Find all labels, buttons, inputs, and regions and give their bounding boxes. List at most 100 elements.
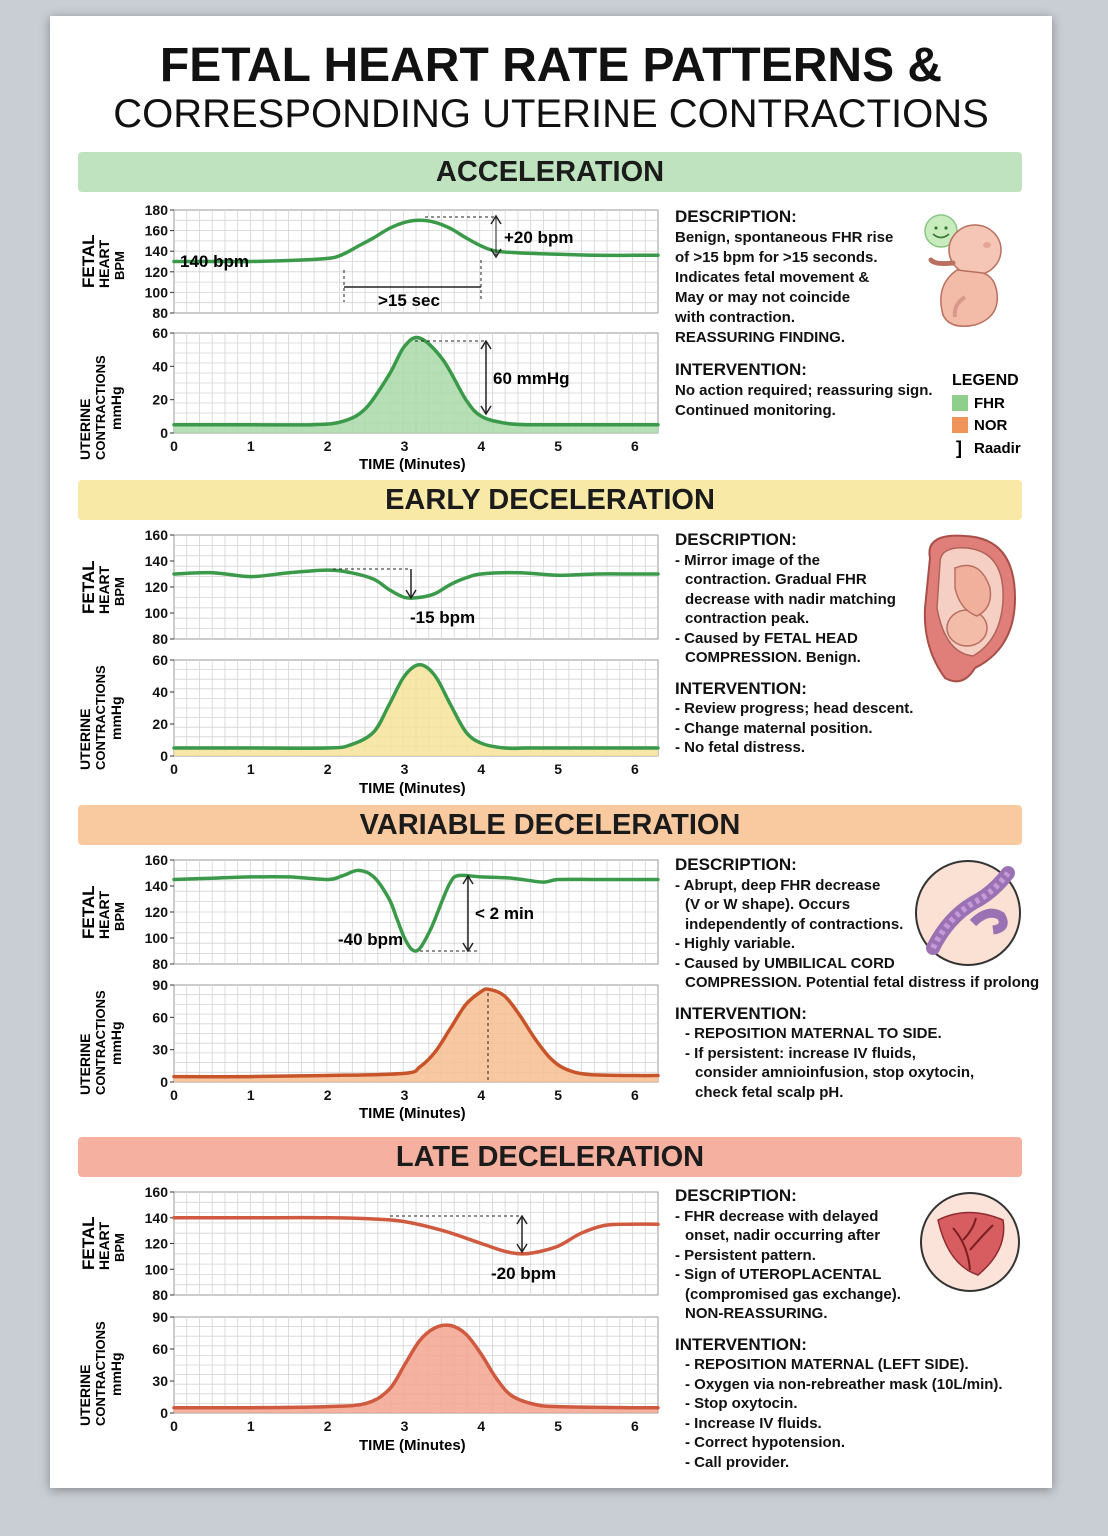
annot-minus20: -20 bpm — [491, 1264, 556, 1283]
x-tick-label: 1 — [247, 438, 255, 454]
y-tick-label: 60 — [152, 652, 168, 668]
y-tick-label: 120 — [145, 904, 169, 920]
acceleration-description: DESCRIPTION: Benign, spontaneous FHR ris… — [675, 207, 933, 419]
legend-title: LEGEND — [952, 372, 1019, 389]
variable-fhr-plot: 80 100 120 140 160 — [145, 852, 660, 972]
y-tick-label: 120 — [145, 264, 169, 280]
variable-charts: UTERINE CONTRACTIONS mmHg FETAL HEART BP… — [77, 852, 660, 1122]
variable-uc-area — [174, 988, 658, 1082]
y-tick-label: 140 — [145, 243, 169, 259]
legend-marker-icon: ] — [956, 438, 962, 458]
svg-text:CONTRACTIONS: CONTRACTIONS — [93, 665, 108, 770]
y-tick-label: 80 — [152, 1287, 168, 1303]
x-tick-label: 5 — [554, 761, 562, 777]
x-tick-label: 0 — [170, 761, 178, 777]
y-tick-label: 60 — [152, 325, 168, 341]
umbilical-cord-icon — [915, 860, 1021, 966]
acceleration-charts: UTERINE CONTRACTIONS mmHg FETAL HEART BP… — [77, 202, 660, 473]
x-axis-label: TIME (Minutes) — [359, 456, 466, 473]
y-tick-label: 40 — [152, 684, 168, 700]
y-tick-label: 100 — [145, 605, 169, 621]
early-charts: UTERINE CONTRACTIONS mmHg FETAL HEART BP… — [77, 527, 660, 797]
x-tick-label: 3 — [401, 761, 409, 777]
svg-text:FETAL: FETAL — [79, 560, 98, 614]
late-description: DESCRIPTION: - FHR decrease with delayed… — [675, 1186, 1003, 1471]
late-uc-area — [174, 1325, 658, 1413]
placenta-icon — [920, 1192, 1020, 1292]
page-title: FETAL HEART RATE PATTERNS & — [159, 39, 943, 92]
banner-acceleration: ACCELERATION — [78, 152, 1022, 192]
late-fhr-line — [172, 1215, 660, 1256]
x-tick-label: 3 — [401, 1418, 409, 1434]
x-tick-label: 5 — [554, 1418, 562, 1434]
svg-text:FETAL: FETAL — [79, 1216, 98, 1270]
x-tick-label: 6 — [631, 1418, 639, 1434]
y-tick-label: 90 — [152, 977, 168, 993]
legend-swatch-fhr — [952, 395, 968, 411]
svg-text:BPM: BPM — [112, 902, 127, 931]
arrow-heads — [490, 214, 502, 259]
late-uc-line — [172, 1323, 660, 1410]
x-tick-label: 6 — [631, 761, 639, 777]
annot-plus20: +20 bpm — [504, 228, 573, 247]
y-tick-label: 100 — [145, 930, 169, 946]
uc-ylabel-3: mmHg — [108, 386, 124, 430]
legend-swatch-nor — [952, 417, 968, 433]
page-subtitle: CORRESPONDING UTERINE CONTRACTIONS — [113, 92, 989, 136]
fhr-ylabel-3: BPM — [112, 251, 127, 280]
annot-2min: < 2 min — [475, 904, 534, 923]
x-tick-label: 3 — [401, 438, 409, 454]
early-uc-line — [172, 663, 660, 751]
y-tick-label: 60 — [152, 1341, 168, 1357]
acceleration-uc-line — [172, 335, 660, 427]
y-tick-label: 90 — [152, 1309, 168, 1325]
banner-early-deceleration: EARLY DECELERATION — [78, 480, 1022, 520]
y-tick-label: 0 — [160, 425, 168, 441]
y-tick-label: 0 — [160, 1074, 168, 1090]
y-tick-label: 140 — [145, 878, 169, 894]
legend-label-fhr: FHR — [974, 395, 1005, 412]
variable-description: DESCRIPTION: - Abrupt, deep FHR decrease… — [675, 855, 1040, 1101]
y-tick-label: 120 — [145, 579, 169, 595]
y-tick-label: 40 — [152, 358, 168, 374]
annot-minus40: -40 bpm — [338, 930, 403, 949]
variable-fhr-line — [172, 868, 660, 953]
legend-label-nor: NOR — [974, 417, 1008, 434]
y-tick-label: 180 — [145, 202, 169, 218]
banner-late-deceleration: LATE DECELERATION — [78, 1137, 1022, 1177]
y-tick-label: 160 — [145, 852, 169, 868]
x-tick-label: 2 — [324, 1418, 332, 1434]
svg-text:CONTRACTIONS: CONTRACTIONS — [93, 990, 108, 1095]
svg-text:TIME (Minutes): TIME (Minutes) — [359, 780, 466, 797]
x-tick-label: 6 — [631, 438, 639, 454]
fetus-in-uterus-icon — [923, 534, 1017, 683]
y-tick-label: 140 — [145, 1210, 169, 1226]
fhr-ylabel-2: HEART — [96, 239, 112, 288]
early-uc-area — [174, 664, 658, 756]
y-tick-label: 0 — [160, 748, 168, 764]
x-tick-label: 1 — [247, 761, 255, 777]
variable-uc-plot: 0 30 60 90 0 1 2 3 4 5 6 — [152, 977, 660, 1103]
svg-text:BPM: BPM — [112, 1233, 127, 1262]
x-tick-label: 2 — [324, 438, 332, 454]
x-tick-label: 3 — [401, 1087, 409, 1103]
x-tick-label: 4 — [477, 761, 485, 777]
svg-text:UTERINE: UTERINE — [77, 1365, 93, 1426]
y-tick-label: 100 — [145, 284, 169, 300]
y-tick-label: 160 — [145, 527, 169, 543]
y-tick-label: 30 — [152, 1042, 168, 1058]
late-uc-plot: 0 30 60 90 0 1 2 3 4 5 6 — [152, 1309, 660, 1434]
annot-minus15: -15 bpm — [410, 608, 475, 627]
y-tick-label: 140 — [145, 553, 169, 569]
x-tick-label: 0 — [170, 1087, 178, 1103]
svg-text:BPM: BPM — [112, 577, 127, 606]
x-tick-label: 1 — [247, 1418, 255, 1434]
svg-text:HEART: HEART — [96, 890, 112, 939]
svg-text:UTERINE: UTERINE — [77, 1034, 93, 1095]
y-tick-label: 160 — [145, 223, 169, 239]
y-tick-label: 100 — [145, 1261, 169, 1277]
y-tick-label: 80 — [152, 305, 168, 321]
acceleration-uc-area — [174, 337, 658, 433]
svg-text:TIME (Minutes): TIME (Minutes) — [359, 1437, 466, 1454]
svg-text:FETAL: FETAL — [79, 885, 98, 939]
